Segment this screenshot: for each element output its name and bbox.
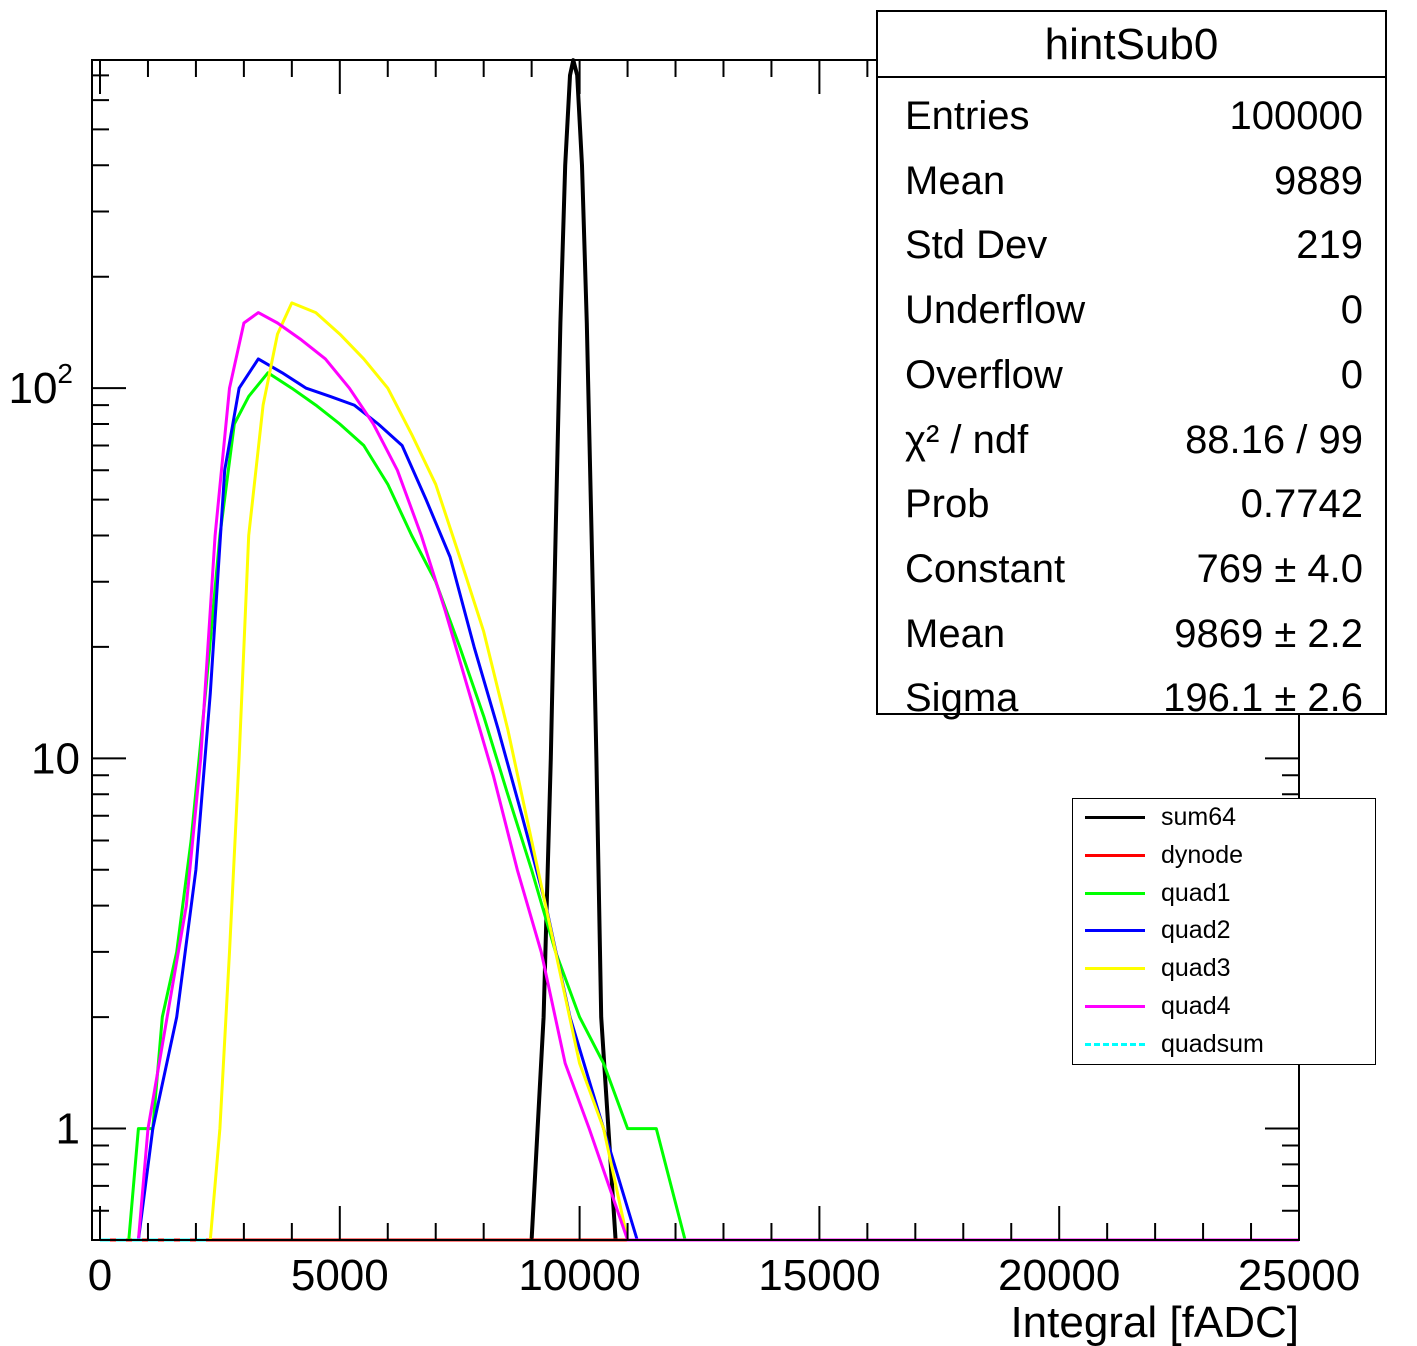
- legend-swatch: [1085, 853, 1145, 857]
- stats-box: hintSub0 Entries 100000 Mean 9889 Std Dev 219…: [876, 10, 1387, 720]
- legend: sum64 dynode quad1 quad2 quad3 quad4 quadsum: [1072, 798, 1376, 1065]
- legend-item: quad2: [1085, 912, 1370, 949]
- series-line-quad4: [136, 311, 1299, 1242]
- legend-swatch: [1085, 1005, 1145, 1008]
- y-tick-label: 10: [31, 734, 80, 783]
- legend-item: quad1: [1085, 875, 1370, 912]
- stats-value: 9889: [1274, 158, 1363, 203]
- legend-swatch: [1085, 1042, 1145, 1046]
- stats-row: Prob 0.7742: [905, 472, 1363, 536]
- legend-item: quadsum: [1085, 1026, 1370, 1063]
- stats-value: 0.7742: [1240, 482, 1363, 527]
- stats-key: χ² / ndf: [905, 417, 1029, 462]
- stats-key: Overflow: [905, 352, 1063, 397]
- legend-item: dynode: [1085, 837, 1370, 874]
- legend-label: quad1: [1161, 878, 1231, 907]
- legend-label: sum64: [1161, 803, 1237, 831]
- stats-value: 88.16 / 99: [1185, 417, 1363, 462]
- series-line-quad3: [208, 301, 630, 1241]
- legend-swatch: [1085, 891, 1145, 895]
- stats-row: Overflow 0: [905, 343, 1363, 407]
- stats-key: Underflow: [905, 288, 1086, 333]
- legend-label: dynode: [1161, 840, 1244, 869]
- series-line-quad2: [136, 357, 639, 1241]
- x-tick-label: 25000: [1238, 1251, 1360, 1300]
- x-tick-label: 10000: [518, 1251, 640, 1300]
- stats-row: Underflow 0: [905, 278, 1363, 342]
- series-line-sum64: [529, 58, 618, 1241]
- stats-key: Constant: [905, 546, 1066, 591]
- y-tick-label: 1: [56, 1105, 80, 1154]
- axis-labels: 0 5000 10000 15000 20000 25000 1 10 102: [8, 358, 1360, 1300]
- series-line-quad1: [127, 371, 687, 1241]
- legend-label: quadsum: [1161, 1029, 1264, 1058]
- stats-value: 9869 ± 2.2: [1174, 611, 1363, 656]
- legend-swatch: [1085, 929, 1145, 933]
- stats-key: Std Dev: [905, 223, 1048, 268]
- stats-row: Entries 100000: [905, 84, 1363, 148]
- stats-row: Mean 9869 ± 2.2: [905, 602, 1363, 666]
- legend-label: quad2: [1161, 916, 1231, 945]
- stats-row: Constant 769 ± 4.0: [905, 537, 1363, 601]
- legend-swatch: [1085, 967, 1145, 971]
- legend-item: quad4: [1085, 988, 1370, 1025]
- stats-key: Mean: [905, 158, 1006, 203]
- legend-label: quad3: [1161, 954, 1231, 983]
- stats-title: hintSub0: [878, 12, 1385, 78]
- x-axis-title: Integral [fADC]: [1010, 1298, 1299, 1346]
- legend-swatch: [1085, 816, 1145, 819]
- stats-value: 769 ± 4.0: [1196, 546, 1363, 591]
- stats-value: 100000: [1229, 94, 1363, 138]
- stats-row: Mean 9889: [905, 149, 1363, 213]
- legend-label: quad4: [1161, 992, 1231, 1020]
- stats-row: Sigma 196.1 ± 2.6: [905, 666, 1363, 730]
- x-tick-label: 15000: [758, 1251, 880, 1300]
- legend-item: quad3: [1085, 950, 1370, 987]
- stats-value: 219: [1296, 223, 1363, 268]
- x-tick-label: 0: [88, 1251, 112, 1300]
- stats-value: 0: [1340, 288, 1363, 333]
- stats-row: Std Dev 219: [905, 213, 1363, 277]
- stats-row: χ² / ndf 88.16 / 99: [905, 408, 1363, 472]
- stats-value: 0: [1340, 352, 1363, 397]
- stats-key: Prob: [905, 482, 990, 527]
- stats-key: Entries: [905, 94, 1030, 138]
- x-tick-label: 5000: [291, 1251, 389, 1300]
- stats-key: Mean: [905, 611, 1006, 656]
- legend-item: sum64: [1085, 799, 1370, 836]
- stats-value: 196.1 ± 2.6: [1163, 676, 1363, 721]
- stats-key: Sigma: [905, 676, 1019, 721]
- x-tick-label: 20000: [998, 1251, 1120, 1300]
- y-tick-label: 102: [8, 358, 73, 413]
